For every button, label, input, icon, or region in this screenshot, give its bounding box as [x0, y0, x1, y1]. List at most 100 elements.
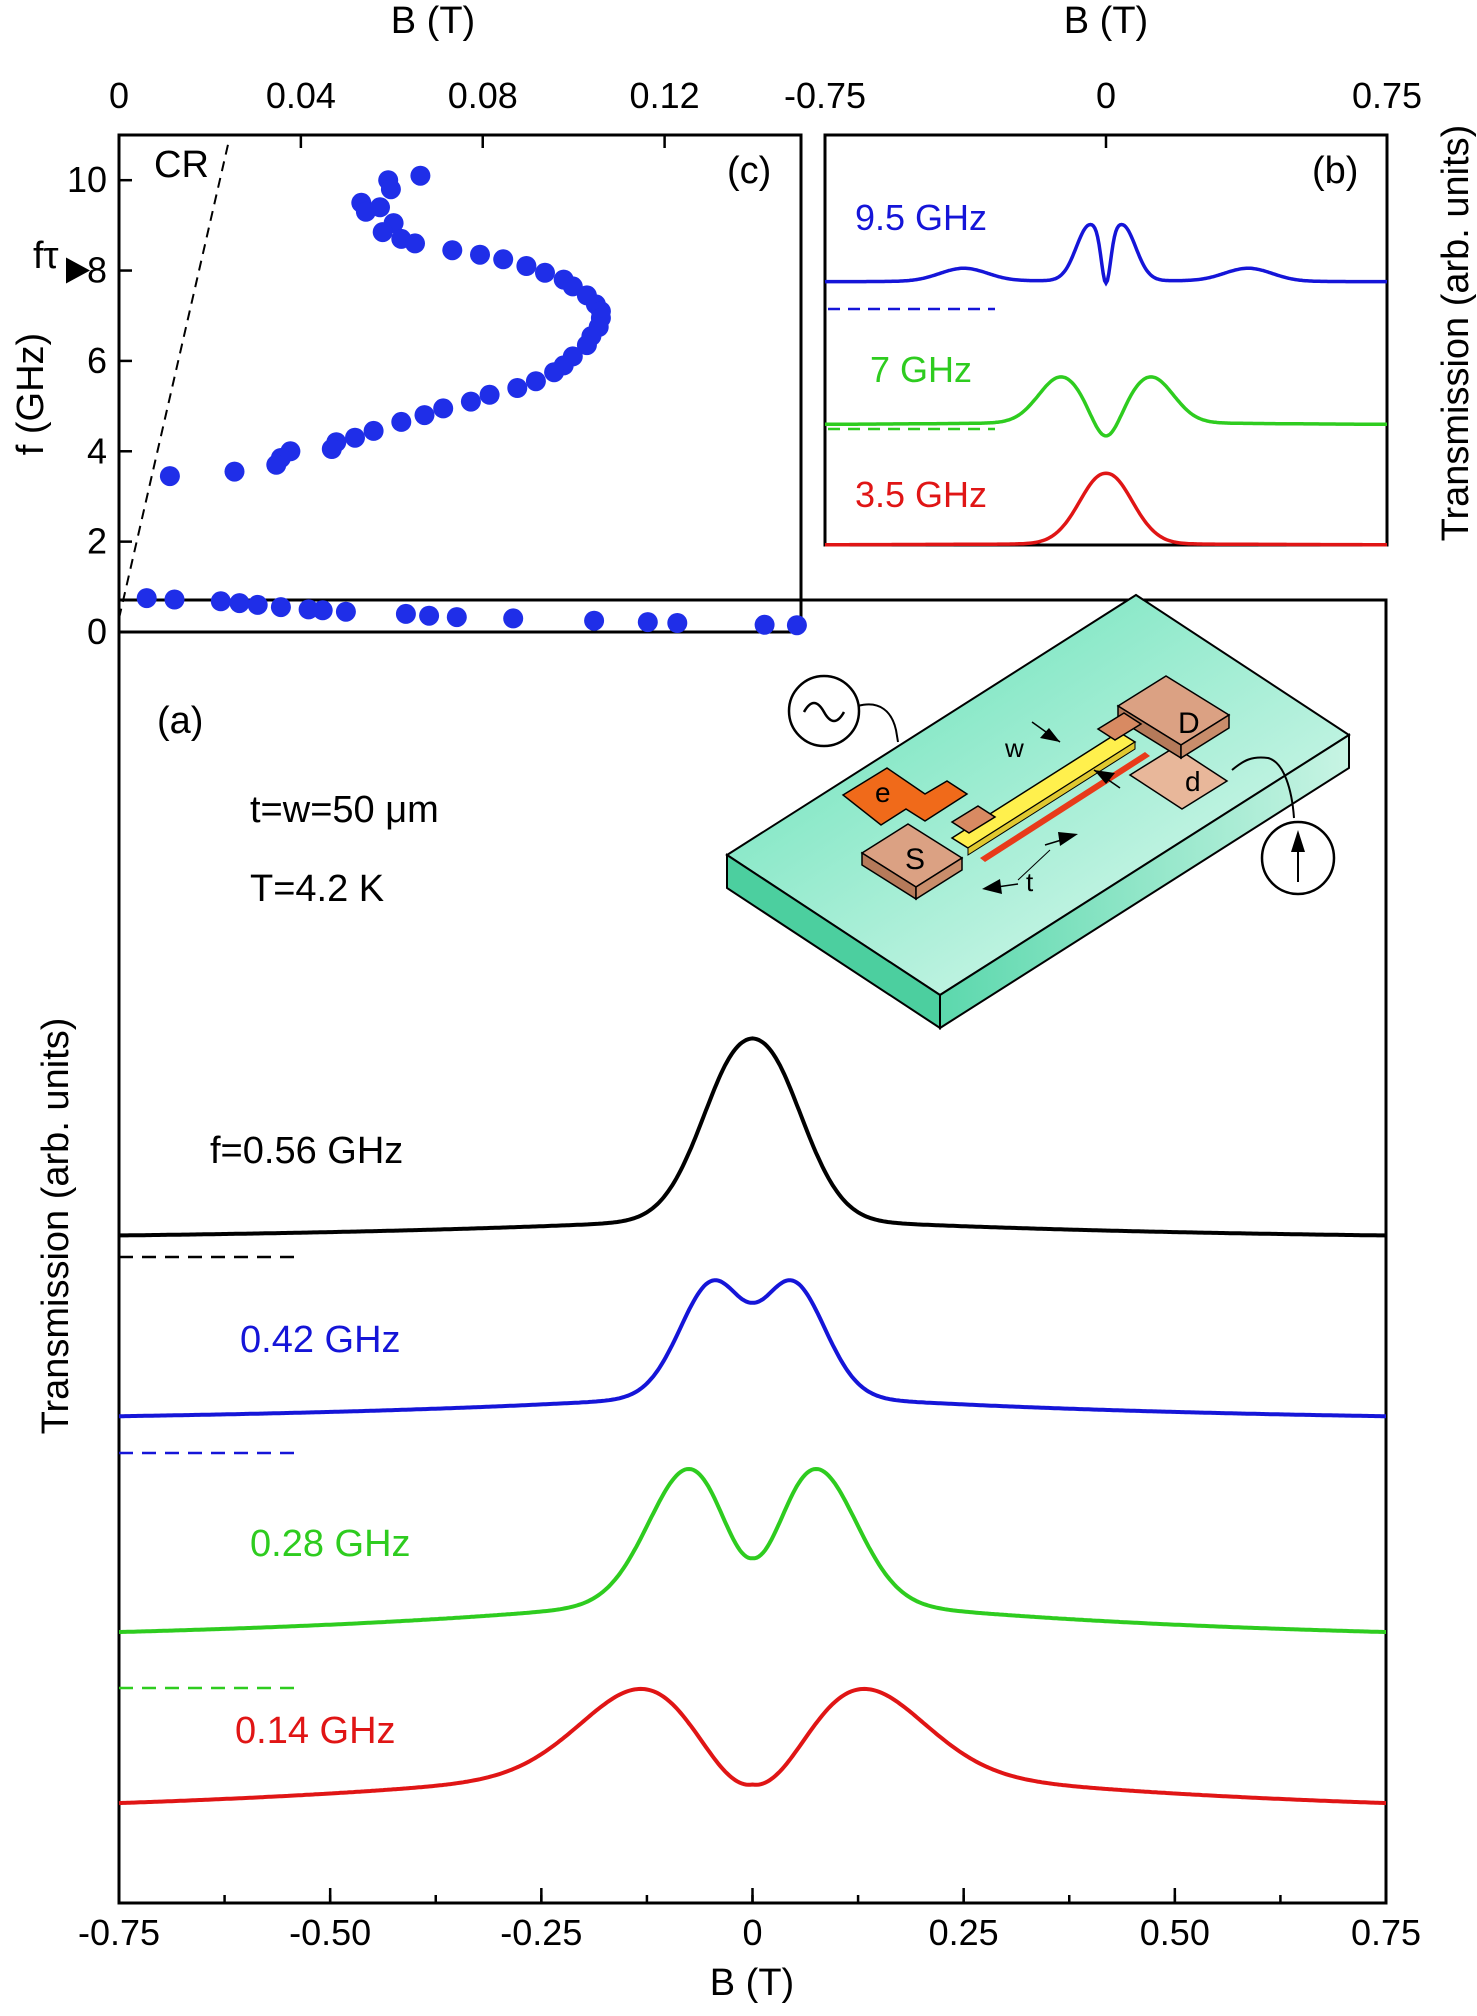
x-tick-label: 0	[109, 75, 129, 116]
x-tick-label: 0.08	[448, 75, 518, 116]
panel-a-tag: (a)	[157, 700, 203, 742]
y-tick-label: 6	[87, 340, 107, 381]
curve-3-5-ghz	[825, 471, 1387, 547]
data-point	[667, 613, 688, 633]
panel-c-y-axis-label: f (GHz)	[10, 333, 52, 455]
data-point	[210, 591, 231, 612]
x-tick-label: 0.12	[630, 75, 700, 116]
y-tick-label: 0	[87, 611, 107, 652]
panel-a-y-axis-label: Transmission (arb. units)	[35, 1018, 77, 1435]
data-point	[410, 165, 431, 186]
device-schematic: D S d e w t	[725, 593, 1351, 1030]
data-point	[516, 256, 537, 276]
data-point	[503, 608, 524, 629]
curve-label-9-5-ghz: 9.5 GHz	[855, 197, 987, 238]
data-point	[335, 601, 356, 622]
data-point	[312, 600, 333, 621]
contact-pad-right	[1096, 712, 1143, 741]
data-point	[493, 249, 514, 270]
x-tick-label: 0.75	[1351, 1912, 1421, 1953]
x-tick-label: -0.25	[500, 1912, 582, 1953]
data-point	[470, 244, 490, 265]
data-point	[442, 240, 463, 261]
panel-c-tag: (c)	[727, 150, 771, 192]
curve-0-28-ghz	[119, 1466, 1386, 1634]
panel-b-curves: 9.5 GHz 7 GHz 3.5 GHz	[824, 197, 1388, 547]
x-tick-label: -0.75	[78, 1912, 160, 1953]
panel-c-chart: 0 0.04 0.08 0.12 0 2 4 6 8 10 CR (c) B (T) f (GHz…	[10, 0, 807, 652]
device-label-S: S	[905, 843, 925, 876]
width-arrows-icon	[1031, 721, 1121, 789]
data-point	[270, 597, 291, 618]
ac-source-icon	[787, 674, 899, 748]
panel-a-x-axis-label: B (T)	[710, 1962, 794, 2004]
panel-c-x-axis-label: B (T)	[391, 0, 475, 42]
ftau-annotation: fτ	[33, 235, 59, 277]
cyclotron-resonance-line	[118, 143, 230, 619]
data-point	[525, 371, 546, 392]
panel-b-x-axis-label: B (T)	[1064, 0, 1148, 42]
panel-a-curves: f=0.56 GHz 0.42 GHz 0.28 GHz 0.14 GHz	[118, 1036, 1387, 1806]
y-tick-label: 4	[87, 430, 107, 471]
curve-7-ghz	[825, 375, 1387, 438]
data-point	[345, 427, 365, 448]
curve-label-0-14-ghz: 0.14 GHz	[235, 1710, 396, 1752]
panel-b-tag: (b)	[1312, 150, 1358, 192]
data-point	[414, 405, 435, 426]
data-point	[460, 391, 481, 412]
device-label-e: e	[875, 777, 891, 808]
contact-pad-left	[950, 805, 997, 834]
panel-b-y-axis-label: Transmission (arb. units)	[1435, 125, 1477, 542]
data-point	[433, 398, 454, 419]
gate-electrode-e	[841, 767, 969, 826]
curve-label-3-5-ghz: 3.5 GHz	[855, 474, 987, 515]
data-point	[395, 603, 416, 624]
data-point	[164, 589, 185, 610]
data-point	[535, 262, 555, 283]
data-point	[380, 179, 401, 200]
conditions-temperature: T=4.2 K	[250, 868, 384, 910]
panel-a-x-ticks: -0.75 -0.50 -0.25 0 0.25 0.50 0.75	[78, 1888, 1421, 1953]
data-point	[136, 588, 157, 609]
x-tick-label: -0.50	[289, 1912, 371, 1953]
data-point	[247, 594, 268, 615]
contact-d	[1128, 746, 1229, 810]
panel-b-chart: 9.5 GHz 7 GHz 3.5 GHz -0.75 0 0.75 (b) B (T)…	[784, 0, 1477, 547]
y-tick-label: 10	[67, 159, 107, 200]
panel-c-axes: 0 0.04 0.08 0.12 0 2 4 6 8 10	[67, 75, 700, 652]
x-tick-label: 0.25	[929, 1912, 999, 1953]
data-point	[479, 384, 500, 405]
data-point	[507, 378, 528, 398]
contact-S-side2	[915, 856, 963, 901]
panel-b-x-ticks: -0.75 0 0.75	[784, 75, 1422, 148]
data-point	[159, 466, 180, 487]
curve-label-f-0-56-ghz: f=0.56 GHz	[210, 1130, 403, 1172]
data-point	[224, 461, 245, 482]
data-point	[372, 222, 393, 243]
conditions-dimensions: t=w=50 μm	[250, 789, 439, 831]
ftau-marker: fτ	[33, 235, 90, 284]
device-label-D: D	[1178, 707, 1200, 740]
data-point	[637, 612, 658, 633]
ftau-arrow-icon	[66, 257, 90, 284]
channel-bar-side	[967, 741, 1136, 856]
device-label-d: d	[1185, 766, 1201, 797]
x-tick-label: 0.75	[1352, 75, 1422, 116]
x-tick-label: -0.75	[784, 75, 866, 116]
data-point	[419, 605, 440, 626]
curve-0-14-ghz	[118, 1686, 1387, 1806]
curve-label-7-ghz: 7 GHz	[870, 349, 972, 390]
data-point	[405, 233, 425, 254]
data-point	[266, 454, 287, 475]
curve-9-5-ghz	[824, 222, 1388, 287]
cr-annotation: CR	[154, 144, 209, 186]
x-tick-label: 0.50	[1140, 1912, 1210, 1953]
x-tick-label: 0	[1096, 75, 1116, 116]
data-point	[446, 607, 467, 628]
x-tick-label: 0	[742, 1912, 762, 1953]
panel-a-chart: f=0.56 GHz 0.42 GHz 0.28 GHz 0.14 GHz -0.75…	[35, 598, 1421, 2004]
data-point	[754, 614, 775, 635]
curve-label-0-28-ghz: 0.28 GHz	[250, 1523, 411, 1565]
y-tick-label: 8	[87, 250, 107, 291]
detector-arrow-icon	[1231, 756, 1336, 896]
